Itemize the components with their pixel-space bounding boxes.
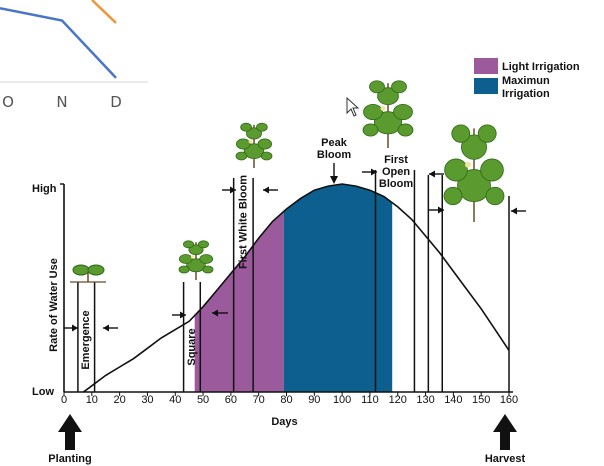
x-tick-label: 10 <box>86 394 98 406</box>
arrow-square-right-head <box>212 309 218 317</box>
inset-x-tick-label: N <box>56 93 67 111</box>
inset-x-tick-label: O <box>2 93 14 111</box>
square-stage-plant-icon <box>178 240 214 280</box>
x-tick-label: 60 <box>225 394 237 406</box>
arrow-open-bloom-left-head <box>371 168 377 176</box>
arrow-peak-bloom-head <box>330 176 338 184</box>
x-tick-label: 150 <box>472 394 490 406</box>
x-tick-label: 50 <box>197 394 209 406</box>
inset-series-line <box>91 0 117 24</box>
legend-label-maximum-irrigation: Maximun <box>502 75 550 87</box>
stage-label-first-open-bloom: First <box>384 154 408 166</box>
shaded-region <box>283 184 393 392</box>
stage-label-square: Square <box>186 328 198 365</box>
stage-label-peak-bloom: Bloom <box>317 149 351 161</box>
planting-arrow-icon <box>58 414 82 450</box>
inset-series-line <box>0 6 117 79</box>
x-tick-label: 90 <box>308 394 320 406</box>
arrow-emergence-right-head <box>103 324 109 332</box>
planting-label: Planting <box>48 453 91 465</box>
arrow-white-bloom-right-head <box>263 186 269 194</box>
stage-label-emergence: Emergence <box>80 310 92 369</box>
x-tick-label: 130 <box>416 394 434 406</box>
arrow-emergence-left-head <box>72 324 78 332</box>
stage-label-first-open-bloom: Bloom <box>379 178 413 190</box>
mouse-cursor-icon <box>346 96 360 117</box>
mature-plant-icon <box>443 124 505 222</box>
harvest-label: Harvest <box>485 453 526 465</box>
arrow-open-bloom-right-head <box>429 170 435 178</box>
x-tick-label: 120 <box>389 394 407 406</box>
arrow-late-left-head <box>438 206 444 214</box>
arrow-late-right-head <box>511 207 517 215</box>
x-tick-label: 70 <box>253 394 265 406</box>
seedling-plant-icon <box>70 264 106 283</box>
arrow-white-bloom-left-head <box>230 186 236 194</box>
y-axis-title: Rate of Water Use <box>48 258 60 352</box>
water-use-curve <box>83 183 510 393</box>
x-axis-title: Days <box>271 416 297 428</box>
arrow-square-left-head <box>180 311 186 319</box>
stage-label-peak-bloom: Peak <box>321 137 348 149</box>
x-tick-label: 80 <box>280 394 292 406</box>
x-tick-label: 140 <box>444 394 462 406</box>
x-tick-label: 40 <box>169 394 181 406</box>
x-tick-label: 20 <box>114 394 126 406</box>
white-bloom-plant-icon <box>235 122 273 168</box>
x-tick-label: 30 <box>141 394 153 406</box>
x-tick-label: 160 <box>500 394 518 406</box>
x-tick-label: 0 <box>61 394 67 406</box>
y-tick-label-low: Low <box>32 386 54 398</box>
x-tick-label: 110 <box>361 394 379 406</box>
x-tick-label: 100 <box>333 394 351 406</box>
legend-label-maximum-irrigation-line2: Irrigation <box>502 88 550 100</box>
harvest-arrow-icon <box>493 414 517 450</box>
y-tick-label-high: High <box>32 183 57 195</box>
inset-x-tick-label: D <box>110 93 122 111</box>
legend-label-light-irrigation: Light Irrigation <box>502 61 580 73</box>
shaded-region <box>194 211 284 392</box>
legend-swatch <box>474 58 498 74</box>
open-bloom-plant-icon <box>362 80 414 148</box>
stage-label-first-open-bloom: Open <box>382 166 410 178</box>
legend-swatch <box>474 78 498 94</box>
stage-label-first-white-bloom: First White Bloom <box>237 175 249 269</box>
